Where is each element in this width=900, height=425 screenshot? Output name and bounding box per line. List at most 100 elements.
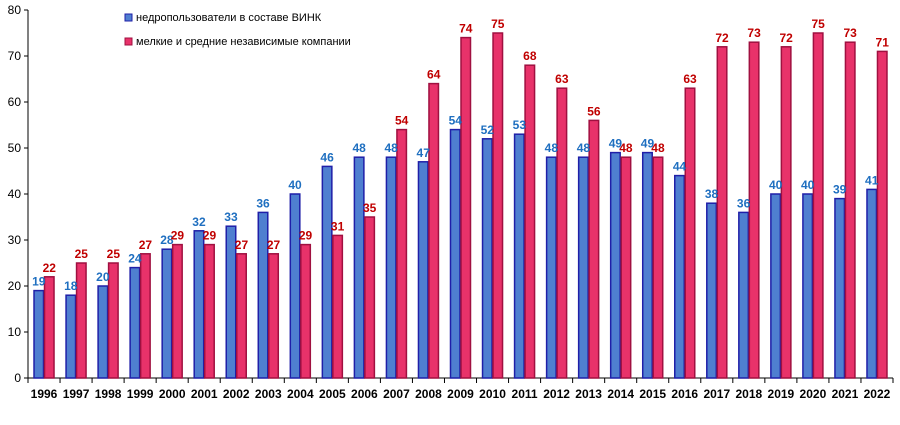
y-tick-label: 50	[8, 141, 22, 155]
legend-swatch	[124, 37, 133, 46]
bar-series-1	[129, 266, 141, 379]
bar-series-2	[876, 50, 888, 379]
y-tick-label: 30	[8, 233, 22, 247]
data-label-series-2: 63	[555, 72, 569, 86]
data-label-series-1: 47	[417, 146, 431, 160]
data-label-series-1: 40	[801, 178, 815, 192]
bar-series-2	[75, 262, 87, 379]
data-label-series-2: 29	[299, 229, 313, 243]
bar-series-2	[171, 243, 183, 379]
data-label-series-2: 71	[876, 35, 890, 49]
data-label-series-2: 72	[779, 31, 793, 45]
x-tick-label: 2022	[864, 387, 891, 401]
bar-series-2	[812, 32, 824, 379]
data-label-series-1: 19	[32, 275, 46, 289]
bar-series-1	[449, 128, 461, 379]
bar-series-2	[396, 128, 408, 379]
bar-series-1	[417, 161, 429, 379]
x-tick-label: 2012	[543, 387, 570, 401]
bar-series-1	[545, 156, 557, 379]
x-tick-label: 2004	[287, 387, 314, 401]
bar-series-2	[748, 41, 760, 379]
bar-series-2	[524, 64, 536, 379]
y-tick-label: 20	[8, 279, 22, 293]
legend-label: мелкие и средние независимые компании	[136, 36, 351, 48]
chart-legend: недропользователи в составе ВИНК мелкие и…	[124, 12, 351, 48]
data-label-series-1: 36	[256, 196, 270, 210]
data-label-series-1: 33	[224, 210, 238, 224]
x-tick-label: 2018	[735, 387, 762, 401]
x-tick-label: 2015	[639, 387, 666, 401]
y-tick-label: 10	[8, 325, 22, 339]
bar-series-1	[802, 193, 814, 379]
x-tick-label: 1996	[31, 387, 58, 401]
legend-label: недропользователи в составе ВИНК	[136, 12, 322, 24]
data-label-series-1: 46	[320, 150, 334, 164]
x-tick-label: 2007	[383, 387, 410, 401]
bar-series-1	[33, 289, 45, 379]
x-tick-label: 2005	[319, 387, 346, 401]
bar-series-2	[364, 216, 376, 379]
bar-series-2	[492, 32, 504, 379]
y-tick-label: 60	[8, 95, 22, 109]
data-label-series-2: 68	[523, 49, 537, 63]
bar-series-2	[684, 87, 696, 379]
bar-series-2	[332, 234, 344, 379]
data-label-series-1: 48	[577, 141, 591, 155]
bar-series-2	[428, 82, 440, 379]
legend-swatch	[124, 13, 133, 22]
data-label-series-2: 25	[107, 247, 121, 261]
x-tick-label: 2009	[447, 387, 474, 401]
bar-series-1	[97, 285, 109, 379]
x-tick-label: 2001	[191, 387, 218, 401]
x-tick-label: 1997	[63, 387, 90, 401]
bar-series-2	[107, 262, 119, 379]
bar-series-1	[481, 138, 493, 379]
data-label-series-2: 72	[715, 31, 729, 45]
data-label-series-2: 25	[75, 247, 89, 261]
bar-series-2	[203, 243, 215, 379]
bar-series-1	[513, 133, 525, 379]
bar-series-1	[706, 202, 718, 379]
data-label-series-2: 29	[171, 229, 185, 243]
data-label-series-1: 53	[513, 118, 527, 132]
bar-series-1	[770, 193, 782, 379]
data-label-series-2: 48	[619, 141, 633, 155]
bar-series-1	[321, 165, 333, 379]
data-label-series-1: 54	[449, 114, 463, 128]
x-tick-label: 2008	[415, 387, 442, 401]
bar-series-2	[460, 36, 472, 379]
data-label-series-1: 39	[833, 183, 847, 197]
data-label-series-2: 75	[811, 17, 825, 31]
data-label-series-2: 35	[363, 201, 377, 215]
data-label-series-1: 32	[192, 215, 206, 229]
x-tick-label: 2002	[223, 387, 250, 401]
bar-series-2	[139, 253, 151, 379]
data-label-series-2: 56	[587, 104, 601, 118]
bar-series-2	[588, 119, 600, 379]
x-tick-label: 2000	[159, 387, 186, 401]
bar-series-1	[866, 188, 878, 379]
bar-series-1	[257, 211, 269, 379]
x-tick-label: 2017	[703, 387, 730, 401]
data-label-series-2: 29	[203, 229, 217, 243]
bar-series-1	[353, 156, 365, 379]
data-label-series-1: 28	[160, 233, 174, 247]
y-tick-label: 0	[14, 371, 21, 385]
data-label-series-2: 73	[747, 26, 761, 40]
data-label-series-2: 75	[491, 17, 505, 31]
x-tick-label: 2013	[575, 387, 602, 401]
data-label-series-1: 40	[769, 178, 783, 192]
data-label-series-1: 49	[641, 137, 655, 151]
data-label-series-2: 27	[235, 238, 249, 252]
data-label-series-1: 38	[705, 187, 719, 201]
data-label-series-2: 63	[683, 72, 697, 86]
bar-series-1	[834, 197, 846, 379]
bar-series-1	[161, 248, 173, 379]
bar-series-2	[780, 46, 792, 379]
bar-series-2	[43, 276, 55, 379]
data-label-series-2: 48	[651, 141, 665, 155]
bar-series-2	[300, 243, 312, 379]
bar-series-2	[620, 156, 632, 379]
